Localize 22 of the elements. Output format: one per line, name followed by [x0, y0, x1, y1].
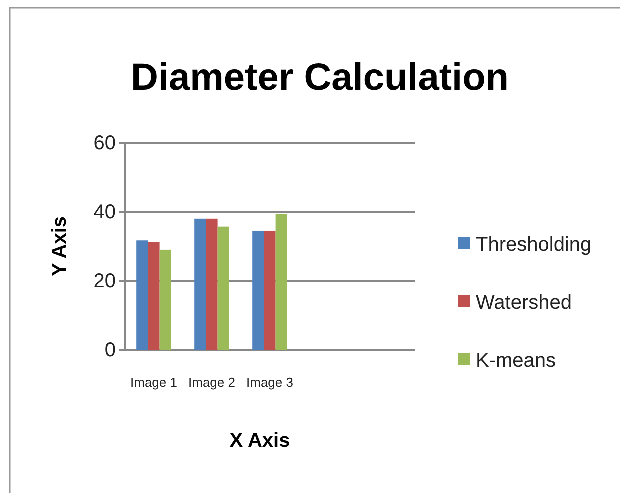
chart-title: Diameter Calculation [131, 57, 509, 99]
legend-label: Thresholding [476, 234, 592, 256]
y-tick-label: 0 [104, 339, 116, 362]
y-tick-label: 40 [94, 201, 116, 224]
x-tick-label: Image 2 [188, 375, 236, 390]
bar [194, 218, 206, 350]
bar [206, 218, 218, 350]
legend-label: K-means [476, 350, 556, 372]
bar [160, 250, 172, 350]
y-tick-label: 20 [94, 270, 116, 292]
bar [136, 240, 148, 350]
bar [218, 226, 230, 350]
y-tick-label: 60 [94, 132, 116, 154]
x-tick-label: Image 3 [246, 375, 294, 390]
y-axis-title: Y Axis [49, 216, 71, 277]
bar [276, 214, 288, 350]
x-tick-label: Image 1 [130, 375, 178, 390]
bar [264, 230, 276, 350]
bar [148, 242, 160, 350]
legend-label: Watershed [476, 292, 572, 314]
bar [252, 230, 264, 350]
x-axis-title: X Axis [230, 430, 290, 452]
